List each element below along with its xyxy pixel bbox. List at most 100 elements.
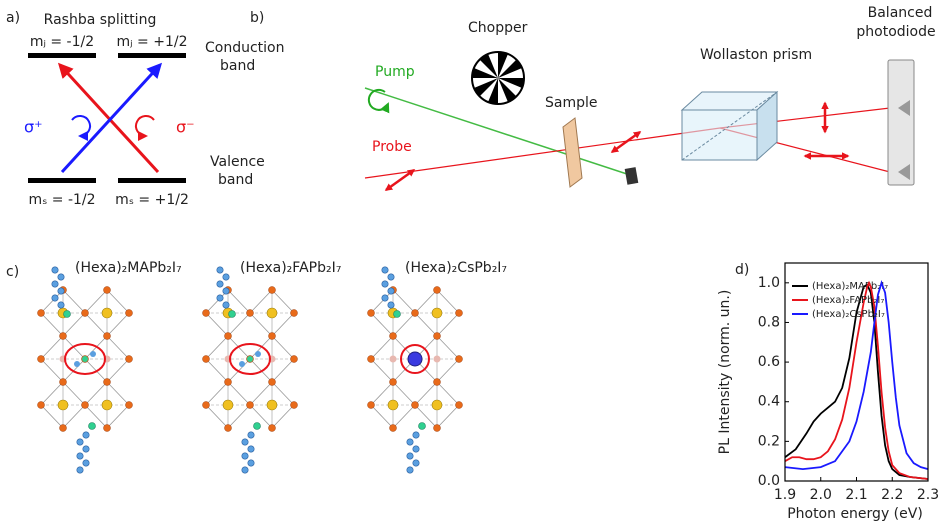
band-label: Conduction xyxy=(205,40,285,56)
x-axis-label: Photon energy (eV) xyxy=(787,506,923,522)
carbon-atom xyxy=(248,432,254,438)
carbon-atom xyxy=(223,288,229,294)
panel-label: c) xyxy=(6,264,19,280)
organic-atom xyxy=(239,361,245,367)
carbon-atom xyxy=(413,460,419,466)
component-label: photodiode xyxy=(856,24,935,40)
level-label: mₛ = +1/2 xyxy=(115,192,189,208)
carbon-atom xyxy=(77,453,83,459)
energy-level xyxy=(28,53,96,58)
component-label: Wollaston prism xyxy=(700,47,812,63)
iodide-atom xyxy=(412,310,419,317)
iodide-atom xyxy=(225,333,232,340)
carbon-atom xyxy=(407,467,413,473)
iodide-atom xyxy=(368,310,375,317)
iodide-atom xyxy=(456,310,463,317)
polarization-label: σ⁻ xyxy=(176,118,195,137)
photodiode xyxy=(888,60,914,185)
sample xyxy=(563,118,582,187)
legend-label: (Hexa)₂CsPb₂I₇ xyxy=(812,309,885,320)
a-cation xyxy=(267,308,277,318)
nitrogen-atom xyxy=(394,311,401,318)
iodide-atom xyxy=(126,402,133,409)
beam-label: Pump xyxy=(375,64,415,80)
band-label: band xyxy=(220,58,255,74)
iodide-atom xyxy=(291,310,298,317)
cs-atom xyxy=(408,352,422,366)
a-cation xyxy=(432,400,442,410)
carbon-atom xyxy=(223,302,229,308)
wollaston-prism xyxy=(682,92,777,160)
carbon-atom xyxy=(242,453,248,459)
iodide-atom xyxy=(82,310,89,317)
carbon-atom xyxy=(52,281,58,287)
y-axis-label: PL Intensity (norm. un.) xyxy=(717,290,733,455)
iodide-atom xyxy=(60,425,67,432)
polarization-arrow xyxy=(612,132,640,152)
iodide-atom xyxy=(247,310,254,317)
iodide-atom xyxy=(456,402,463,409)
panel-d: d) Photon energy (eV) PL Intensity (norm… xyxy=(717,262,939,522)
carbon-atom xyxy=(217,267,223,273)
beam-label: Probe xyxy=(372,139,412,155)
iodide-atom xyxy=(82,402,89,409)
nitrogen-atom xyxy=(419,423,426,430)
y-tick-label: 0.6 xyxy=(758,354,780,370)
probe-beam xyxy=(365,108,890,178)
circular-arrow xyxy=(72,116,90,136)
x-tick-label: 2.0 xyxy=(810,487,832,503)
carbon-atom xyxy=(77,439,83,445)
circular-arrow xyxy=(136,116,154,136)
iodide-atom xyxy=(104,425,111,432)
level-label: mⱼ = +1/2 xyxy=(117,34,188,50)
carbon-atom xyxy=(83,432,89,438)
legend-label: (Hexa)₂MAPb₂I₇ xyxy=(812,281,888,292)
carbon-atom xyxy=(248,460,254,466)
carbon-atom xyxy=(77,467,83,473)
iodide-atom xyxy=(104,287,111,294)
component-label: Balanced xyxy=(868,5,933,21)
x-tick-label: 2.3 xyxy=(917,487,939,503)
beam-block xyxy=(625,167,639,185)
iodide-atom xyxy=(104,379,111,386)
panel-a: a) Rashba splitting mⱼ = -1/2 mⱼ = +1/2 … xyxy=(6,10,285,208)
iodide-atom xyxy=(456,356,463,363)
compound-label: (Hexa)₂CsPb₂I₇ xyxy=(405,260,507,276)
panel-label: a) xyxy=(6,10,20,26)
y-tick-label: 1.0 xyxy=(758,275,780,291)
iodide-atom xyxy=(269,287,276,294)
a-cation xyxy=(102,308,112,318)
carbon-atom xyxy=(407,453,413,459)
x-tick-label: 2.1 xyxy=(845,487,867,503)
iodide-atom xyxy=(203,402,210,409)
y-tick-label: 0.4 xyxy=(758,394,780,410)
iodide-atom xyxy=(126,310,133,317)
iodide-atom xyxy=(38,356,45,363)
carbon-atom xyxy=(58,274,64,280)
carbon-atom xyxy=(242,467,248,473)
iodide-atom xyxy=(60,333,67,340)
iodide-atom xyxy=(60,379,67,386)
iodide-atom xyxy=(269,425,276,432)
carbon-atom xyxy=(382,267,388,273)
carbon-atom xyxy=(413,446,419,452)
iodide-atom xyxy=(269,379,276,386)
organic-atom xyxy=(90,351,96,357)
carbon-atom xyxy=(83,446,89,452)
iodide-atom xyxy=(368,356,375,363)
x-tick-label: 2.2 xyxy=(881,487,903,503)
organic-atom xyxy=(74,361,80,367)
a-cation xyxy=(223,400,233,410)
panel-b: b) Pump Probe Chopper Sample Wollaston p… xyxy=(250,5,936,190)
iodide-atom xyxy=(434,425,441,432)
organic-atom xyxy=(255,351,261,357)
a-cation xyxy=(388,400,398,410)
component-label: Chopper xyxy=(468,20,528,36)
a-cation xyxy=(102,400,112,410)
carbon-atom xyxy=(407,439,413,445)
a-cation xyxy=(432,308,442,318)
iodide-atom xyxy=(225,379,232,386)
carbon-atom xyxy=(52,267,58,273)
level-label: mₛ = -1/2 xyxy=(28,192,95,208)
band-label: Valence xyxy=(210,154,265,170)
